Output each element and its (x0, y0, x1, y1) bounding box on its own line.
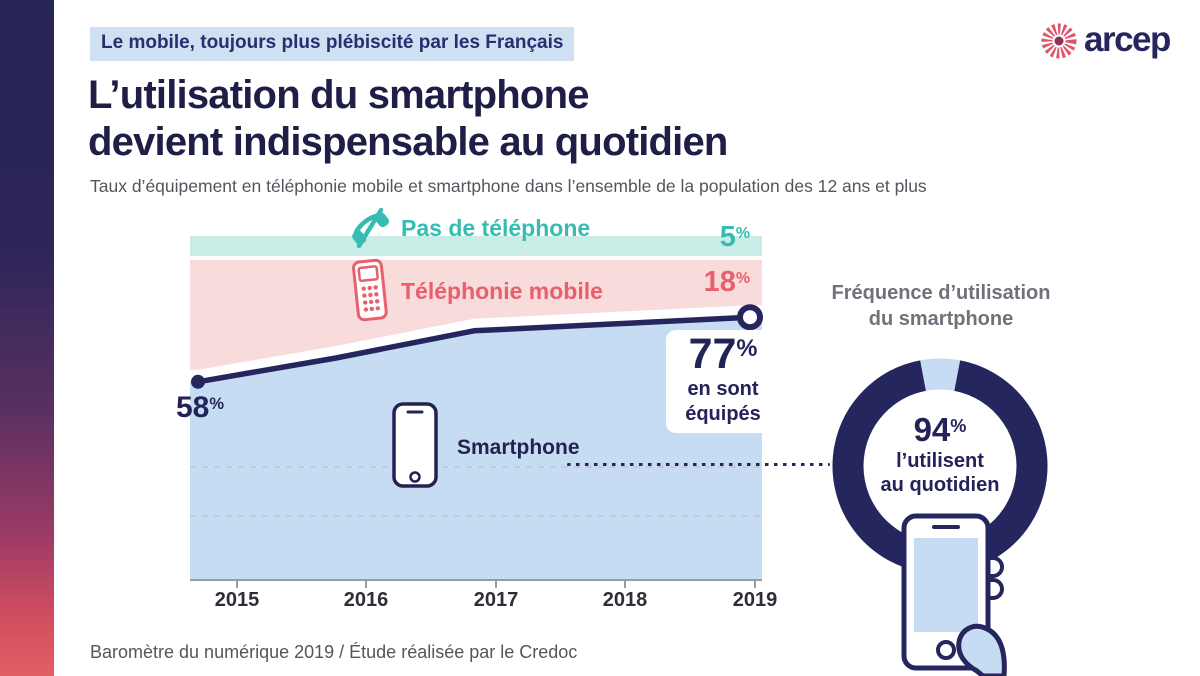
year-label-2018: 2018 (602, 589, 648, 611)
no-phone-value-label: 5% (694, 221, 750, 254)
donut-center-line2: au quotidien (880, 473, 1000, 496)
donut-title-line1: Fréquence d’utilisation (831, 282, 1051, 304)
phone-off-icon (352, 207, 390, 249)
page-title: L’utilisation du smartphone devient indi… (88, 72, 728, 166)
donut-center-value: 94% (855, 411, 1025, 449)
arcep-logo: arcep (1038, 19, 1171, 61)
value-number: 94 (913, 411, 951, 448)
year-label-2019: 2019 (732, 589, 778, 611)
kicker: Le mobile, toujours plus plébiscité par … (90, 27, 575, 61)
connector-dotted-line (567, 463, 830, 466)
percent-sign: % (736, 336, 758, 363)
end-value-caption-line1: en sont (687, 378, 759, 401)
legend-mobile-label: Téléphonie mobile (401, 277, 603, 304)
percent-sign: % (735, 225, 750, 243)
kicker-text: Le mobile, toujours plus plébiscité par … (101, 32, 564, 53)
legend-no-phone-label: Pas de téléphone (401, 214, 591, 241)
arcep-logo-icon (1041, 23, 1077, 59)
value-number: 18 (703, 266, 736, 298)
donut-center-line1: l’utilisent (896, 449, 984, 472)
value-number: 77 (688, 330, 737, 378)
year-label-2017: 2017 (473, 589, 519, 611)
year-label-2016: 2016 (343, 589, 389, 611)
value-number: 5 (719, 221, 736, 253)
arcep-logo-text: arcep (1084, 20, 1171, 59)
donut-center-text: 94% l’utilisent au quotidien (855, 411, 1025, 497)
year-label-2015: 2015 (214, 589, 260, 611)
legend-mobile-item: Téléphonie mobile (348, 258, 603, 324)
end-value-label: 77% en sont équipés (666, 330, 780, 434)
page-title-line1: L’utilisation du smartphone (88, 73, 589, 117)
donut-chart-title: Fréquence d’utilisation du smartphone (816, 280, 1066, 332)
left-gradient-bar (0, 0, 54, 676)
equipment-area-chart-svg (190, 236, 763, 588)
legend-no-phone-item: Pas de téléphone (348, 206, 590, 250)
donut-title-line2: du smartphone (868, 308, 1014, 330)
smartphone-legend-item: Smartphone (386, 400, 580, 496)
mobile-phone-icon (352, 258, 388, 322)
subtitle: Taux d’équipement en téléphonie mobile e… (90, 176, 927, 196)
mobile-value-label: 18% (688, 266, 750, 299)
percent-sign: % (950, 415, 967, 436)
hand-holding-phone-illustration (901, 513, 1007, 676)
end-value-number: 77% (666, 330, 780, 378)
percent-sign: % (209, 394, 225, 413)
smartphone-icon (392, 402, 442, 492)
page-title-line2: devient indispensable au quotidien (88, 120, 728, 165)
end-value-caption-line2: équipés (685, 403, 761, 426)
smartphone-label: Smartphone (457, 436, 580, 459)
percent-sign: % (735, 270, 750, 288)
value-number: 58 (176, 391, 210, 424)
footer-source: Baromètre du numérique 2019 / Étude réal… (90, 642, 578, 662)
start-value-label: 58% (176, 391, 224, 425)
